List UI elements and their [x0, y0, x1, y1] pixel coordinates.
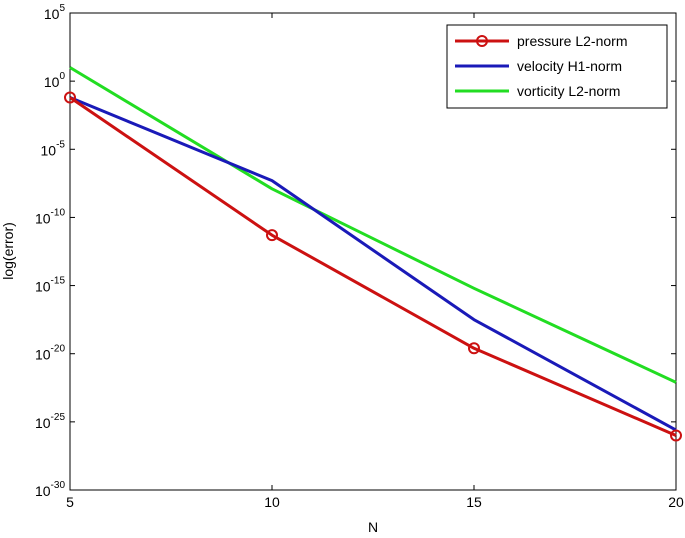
tick-layer: 5 10 15 20 105 100 10-5 10-10 10-15 10-20 10-25 10-…	[35, 3, 684, 510]
legend-label: vorticity L2-norm	[517, 83, 620, 99]
y-tick-label: 10-20	[35, 344, 65, 363]
data-point	[266, 229, 278, 242]
data-point	[468, 342, 480, 355]
y-tick-label: 10-5	[41, 139, 66, 158]
y-tick-exponent: -10	[51, 207, 66, 218]
y-axis-label: log(error)	[0, 222, 16, 280]
y-tick-label: 10-15	[35, 276, 65, 295]
series-line-3	[69, 66, 677, 384]
y-tick-label: 10-30	[35, 480, 65, 499]
series-layer	[64, 66, 682, 442]
x-tick-label: 20	[668, 494, 684, 510]
series-line-1	[69, 96, 677, 437]
x-tick-label: 15	[466, 494, 482, 510]
y-tick-exponent: -25	[51, 412, 66, 423]
y-tick-exponent: -20	[51, 344, 66, 355]
y-tick-exponent: -30	[51, 480, 66, 491]
y-tick-label: 100	[44, 71, 66, 90]
y-tick-label: 10-10	[35, 207, 65, 226]
x-axis-label: N	[368, 519, 378, 535]
legend-label: velocity H1-norm	[517, 58, 622, 74]
legend-label: pressure L2-norm	[517, 33, 628, 49]
y-tick-label: 105	[44, 3, 66, 22]
x-tick-label: 10	[264, 494, 280, 510]
x-tick-label: 5	[66, 494, 74, 510]
y-tick-exponent: 5	[59, 3, 65, 14]
data-point	[670, 429, 682, 442]
legend: pressure L2-norm velocity H1-norm vorticit…	[446, 24, 668, 109]
y-tick-exponent: -15	[51, 276, 66, 287]
y-tick-exponent: -5	[56, 139, 65, 150]
y-tick-exponent: 0	[59, 71, 65, 82]
y-tick-label: 10-25	[35, 412, 65, 431]
legend-marker	[476, 35, 488, 47]
data-point	[64, 91, 76, 104]
series-line-2	[69, 96, 677, 432]
